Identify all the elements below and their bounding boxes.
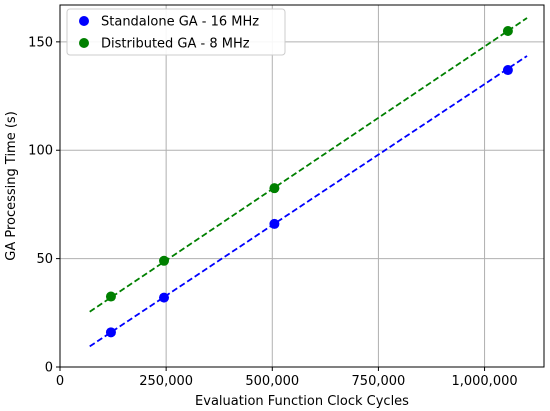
series-1-point	[502, 26, 513, 37]
series-1-point	[159, 255, 170, 266]
y-tick-label: 100	[28, 144, 53, 159]
y-tick-label: 50	[36, 252, 53, 267]
ticks: 0 250,000 500,000 750,000 1,000,000 0 50 100 150	[28, 35, 517, 389]
data-points	[105, 26, 513, 338]
legend-label-standalone: Standalone GA - 16 MHz	[101, 15, 259, 30]
legend-marker-standalone	[79, 16, 89, 26]
x-tick-label: 500,000	[245, 374, 299, 389]
series-0-point	[159, 292, 170, 303]
x-tick-label: 1,000,000	[451, 374, 517, 389]
x-axis-title: Evaluation Function Clock Cycles	[195, 394, 409, 409]
series-0-point	[105, 327, 116, 338]
series-0-point	[502, 65, 513, 76]
x-tick-label: 250,000	[139, 374, 193, 389]
series-1-point	[105, 291, 116, 302]
plot-frame	[59, 4, 545, 368]
y-axis-title: GA Processing Time (s)	[4, 111, 19, 261]
series-0-fit-line	[89, 55, 528, 348]
legend: Standalone GA - 16 MHz Distributed GA - …	[66, 8, 286, 56]
series-1-point	[269, 183, 280, 194]
fit-lines	[89, 17, 528, 348]
legend-marker-distributed	[79, 38, 89, 48]
legend-label-distributed: Distributed GA - 8 MHz	[101, 37, 250, 52]
y-tick-label: 150	[28, 35, 53, 50]
legend-box	[66, 8, 286, 56]
series-0-point	[269, 218, 280, 229]
grid	[59, 5, 544, 368]
x-tick-label: 0	[56, 374, 64, 389]
x-tick-label: 750,000	[352, 374, 406, 389]
y-tick-label: 0	[45, 361, 53, 376]
series-1-fit-line	[89, 17, 528, 313]
